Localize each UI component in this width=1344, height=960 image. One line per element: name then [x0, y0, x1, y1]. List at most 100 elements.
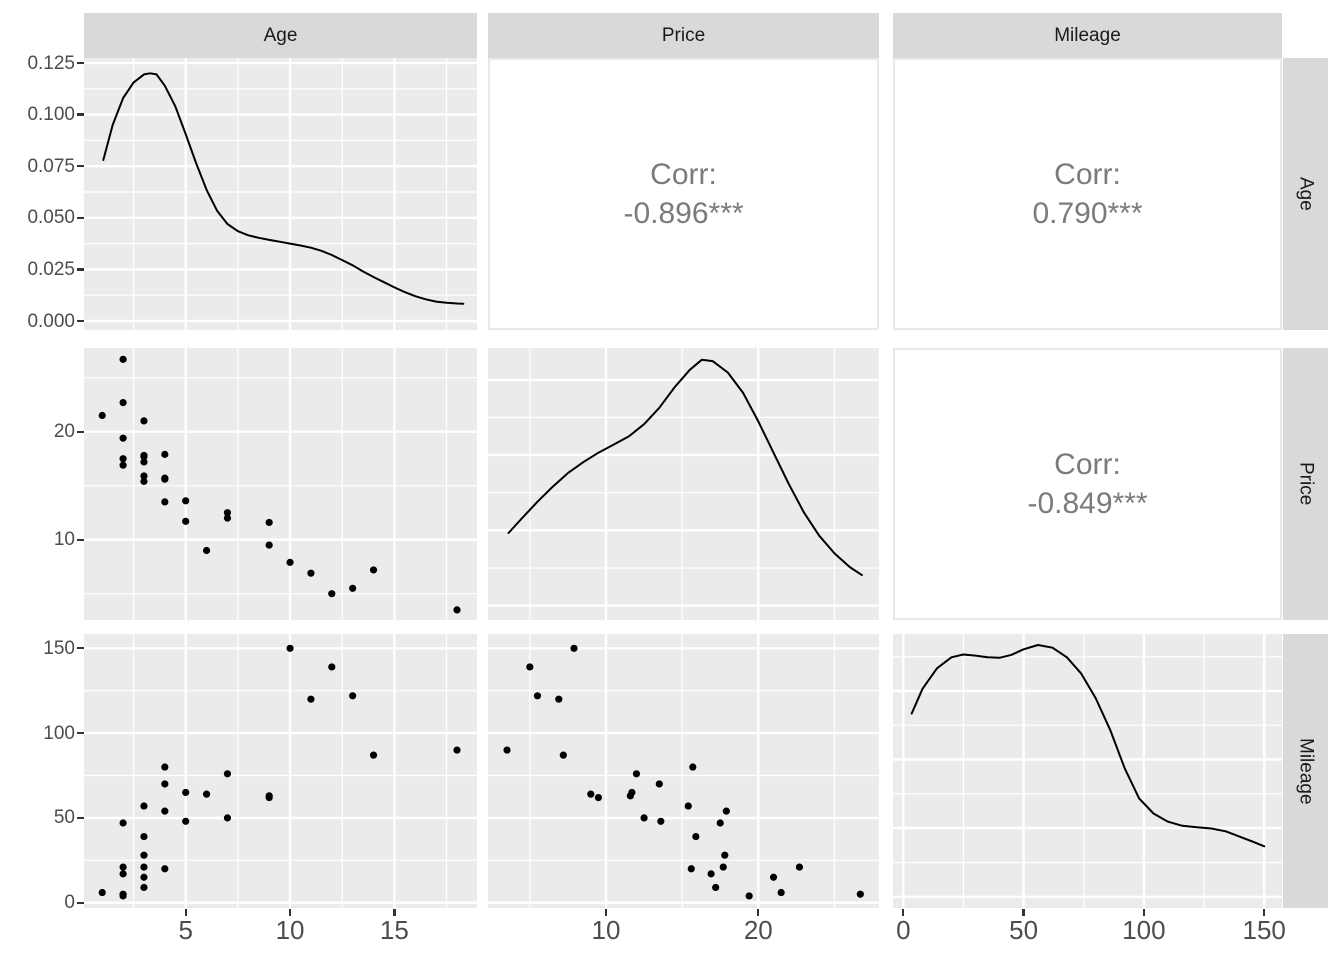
- data-point: [777, 888, 785, 897]
- panel-canvas: [84, 348, 477, 620]
- data-point: [626, 792, 634, 800]
- data-point: [119, 461, 127, 469]
- y-tick-label: 100: [43, 722, 75, 744]
- panel-scatter-mileage-vs-price: [488, 634, 879, 908]
- y-axis-tick: [77, 731, 84, 735]
- x-axis-tick: [757, 908, 760, 916]
- data-point: [640, 814, 648, 822]
- correlation-age-mileage: Corr: 0.790***: [1032, 155, 1142, 233]
- panel-canvas: [84, 58, 477, 330]
- panel-mileage-density: [893, 634, 1282, 908]
- x-tick-label: 5: [178, 915, 193, 945]
- data-point: [140, 873, 148, 881]
- column-strip-price: Price: [488, 13, 879, 58]
- column-strip-label: Price: [661, 24, 706, 46]
- data-point: [745, 892, 753, 900]
- data-point: [223, 509, 232, 517]
- data-point: [140, 802, 148, 810]
- data-point: [349, 584, 357, 592]
- row-strip-label: Mileage: [1295, 737, 1317, 805]
- x-axis-tick: [902, 908, 905, 916]
- panel-scatter-mileage-vs-age: [84, 634, 477, 908]
- y-axis-tick: [77, 113, 84, 116]
- x-tick-label: 150: [1242, 915, 1286, 945]
- data-point: [182, 788, 190, 797]
- data-point: [119, 819, 127, 827]
- x-tick-label: 10: [275, 915, 305, 945]
- corr-value: -0.849***: [1027, 487, 1148, 520]
- data-point: [119, 870, 127, 878]
- density-curve: [102, 72, 465, 305]
- data-point: [140, 883, 148, 892]
- row-strip-price: Price: [1283, 348, 1328, 620]
- data-point: [555, 695, 563, 703]
- x-axis-tick: [1022, 908, 1025, 916]
- panel-corr-age-mileage: Corr: 0.790***: [893, 58, 1282, 330]
- x-axis-tick: [288, 908, 292, 916]
- y-axis-tick: [77, 61, 84, 65]
- data-point: [265, 518, 273, 527]
- y-tick-label: 50: [53, 807, 75, 829]
- data-point: [328, 663, 336, 671]
- data-point: [119, 434, 127, 442]
- data-point: [328, 590, 336, 598]
- data-point: [707, 870, 715, 878]
- density-curve: [507, 358, 863, 577]
- y-tick-label: 0.000: [27, 310, 75, 332]
- data-point: [161, 807, 169, 815]
- y-tick-label: 0.075: [27, 155, 75, 177]
- data-point: [182, 497, 190, 505]
- data-point: [161, 780, 169, 788]
- data-point: [202, 546, 211, 555]
- data-point: [307, 695, 315, 703]
- row-strip-label: Age: [1295, 177, 1317, 211]
- data-point: [140, 452, 148, 461]
- data-point: [692, 832, 700, 841]
- y-tick-label: 150: [43, 637, 75, 659]
- data-point: [632, 770, 641, 778]
- corr-value: 0.790***: [1032, 197, 1143, 230]
- data-point: [716, 819, 724, 827]
- column-strip-age: Age: [84, 13, 477, 58]
- data-point: [594, 793, 602, 802]
- data-point: [684, 802, 692, 810]
- x-tick-label: 50: [1009, 915, 1039, 945]
- data-point: [722, 807, 730, 815]
- data-point: [223, 514, 232, 522]
- data-point: [307, 569, 315, 577]
- data-point: [140, 417, 148, 425]
- y-tick-label: 20: [53, 421, 75, 443]
- column-strip-label: Mileage: [1054, 24, 1121, 46]
- y-axis-tick: [77, 268, 84, 271]
- data-point: [286, 558, 294, 566]
- y-tick-label: 10: [53, 529, 75, 551]
- y-tick-label: 0: [64, 892, 75, 914]
- corr-value: -0.896***: [623, 197, 744, 230]
- column-strip-label: Age: [263, 24, 298, 46]
- x-tick-label: 20: [743, 915, 773, 945]
- data-point: [161, 450, 169, 458]
- data-point: [719, 863, 727, 871]
- data-point: [533, 692, 542, 700]
- panel-scatter-price-vs-age: [84, 348, 477, 620]
- x-axis-tick: [1142, 908, 1146, 916]
- data-point: [98, 411, 106, 420]
- data-point: [587, 790, 595, 798]
- y-tick-label: 0.125: [27, 52, 75, 74]
- correlation-price-mileage: Corr: -0.849***: [1027, 445, 1147, 523]
- data-point: [503, 746, 511, 754]
- data-point: [161, 763, 169, 771]
- data-point: [265, 793, 273, 802]
- data-point: [223, 770, 232, 778]
- data-point: [570, 644, 578, 652]
- corr-label: Corr:: [650, 158, 717, 191]
- data-point: [119, 892, 127, 900]
- x-tick-label: 0: [896, 915, 911, 945]
- data-point: [657, 817, 665, 825]
- y-axis-tick: [77, 816, 84, 820]
- data-point: [98, 888, 106, 897]
- data-point: [689, 763, 697, 771]
- data-point: [119, 398, 127, 407]
- data-point: [769, 873, 778, 881]
